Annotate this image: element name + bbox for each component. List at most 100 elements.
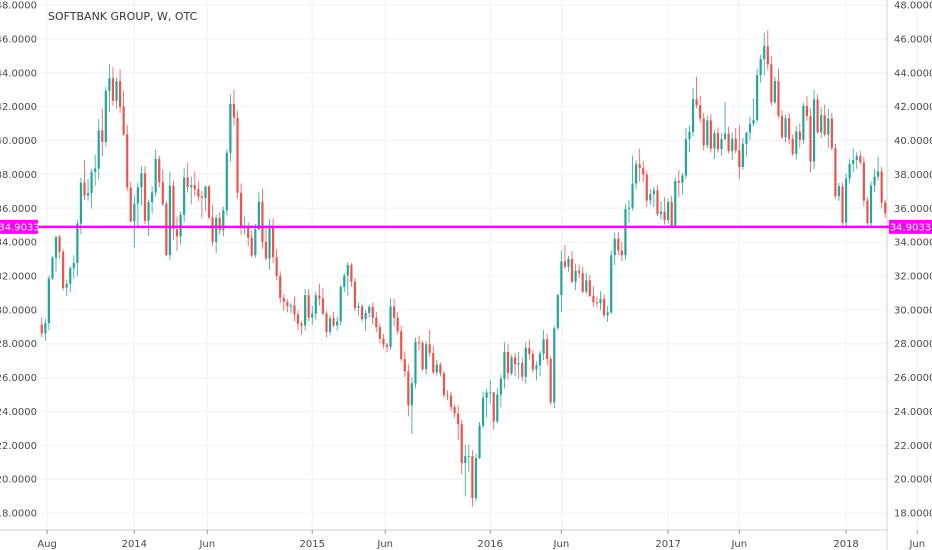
candle-down — [286, 299, 289, 313]
candle-body — [560, 261, 563, 296]
candles — [40, 30, 887, 507]
candle-up — [90, 168, 93, 209]
candle-down — [58, 234, 61, 259]
candle-down — [506, 344, 510, 380]
candle-down — [446, 390, 449, 401]
candle-up — [336, 316, 339, 331]
candle-up — [485, 388, 488, 418]
candle-up — [748, 116, 752, 141]
candle-body — [435, 364, 438, 373]
candle-body — [716, 133, 720, 150]
candle-up — [681, 173, 684, 195]
candle-body — [521, 363, 524, 377]
candle-body — [674, 180, 677, 226]
candle-down — [645, 170, 648, 207]
candle-body — [588, 280, 591, 296]
candle-body — [321, 298, 325, 314]
candle-down — [709, 114, 712, 153]
candle-down — [62, 249, 65, 291]
candle-down — [421, 340, 424, 372]
y-tick-label-left: 34.0000 — [0, 238, 37, 249]
candle-body — [695, 99, 698, 106]
x-tick-label: 2015 — [300, 539, 325, 550]
candle-down — [332, 311, 335, 328]
candle-up — [837, 183, 841, 201]
candle-body — [524, 347, 527, 377]
candle-up — [606, 306, 609, 322]
candle-body — [805, 105, 809, 117]
candle-body — [83, 182, 86, 196]
candle-up — [553, 325, 556, 409]
candle-down — [546, 333, 549, 366]
candle-down — [353, 278, 357, 311]
candle-body — [553, 328, 556, 403]
candle-body — [193, 185, 196, 190]
candle-up — [667, 199, 670, 224]
candle-body — [869, 185, 873, 224]
candle-up — [613, 232, 616, 265]
candle-down — [172, 180, 175, 240]
candle-up — [752, 98, 755, 127]
candle-body — [239, 192, 243, 228]
candle-body — [293, 305, 296, 315]
candle-body — [158, 158, 161, 183]
candle-down — [834, 143, 837, 199]
candle-body — [755, 75, 759, 121]
y-tick-label-right: 42.0000 — [894, 102, 932, 113]
chart-title: SOFTBANK GROUP, W, OTC — [48, 10, 198, 23]
candle-body — [385, 344, 389, 347]
candle-body — [296, 314, 300, 324]
candle-body — [798, 131, 801, 140]
candle-down — [261, 188, 264, 249]
candle-down — [382, 334, 385, 349]
candle-body — [261, 201, 264, 242]
candle-up — [86, 178, 90, 201]
candle-up — [731, 132, 734, 161]
candle-up — [610, 250, 613, 314]
candle-body — [585, 280, 588, 292]
candle-down — [563, 245, 567, 270]
candle-body — [115, 81, 118, 101]
horizontal-line[interactable]: 34.9033 34.9033 — [0, 219, 932, 234]
candle-down — [766, 30, 769, 70]
candle-up — [136, 182, 139, 229]
candle-up — [204, 185, 207, 211]
time-scale[interactable]: Aug 2014 Jun 2015 Jun 2016 Jun 2017 Jun 2018 Jun — [37, 530, 925, 550]
candle-body — [734, 138, 737, 151]
candle-body — [706, 120, 709, 146]
candle-up — [76, 219, 79, 277]
candle-up — [574, 263, 577, 291]
candle-body — [788, 118, 791, 139]
candle-body — [570, 258, 574, 282]
candle-body — [667, 202, 670, 221]
candle-body — [225, 152, 228, 211]
candle-body — [574, 270, 577, 282]
candle-body — [809, 116, 812, 162]
candle-up — [503, 342, 506, 389]
candle-body — [727, 133, 730, 151]
right-price-scale[interactable]: 18.0000 20.0000 22.0000 24.0000 26.0000 28.00… — [894, 1, 932, 520]
candle-body — [428, 344, 431, 353]
candle-down — [197, 181, 200, 202]
candle-up — [652, 186, 656, 207]
candle-body — [830, 118, 833, 149]
candle-up — [225, 149, 228, 216]
candle-up — [44, 318, 47, 341]
candle-body — [563, 261, 567, 267]
candle-body — [876, 171, 880, 177]
candle-up — [585, 272, 588, 295]
candle-down — [859, 151, 862, 165]
candle-body — [350, 265, 353, 282]
candle-up — [517, 351, 520, 379]
y-tick-label-right: 18.0000 — [894, 509, 932, 520]
candle-body — [467, 456, 470, 458]
candle-down — [161, 169, 164, 207]
candle-body — [257, 201, 260, 230]
candle-body — [677, 180, 680, 183]
candle-up — [713, 129, 716, 159]
candle-body — [400, 331, 403, 359]
candle-body — [862, 162, 865, 201]
candle-down — [663, 197, 666, 225]
candle-body — [748, 123, 752, 133]
